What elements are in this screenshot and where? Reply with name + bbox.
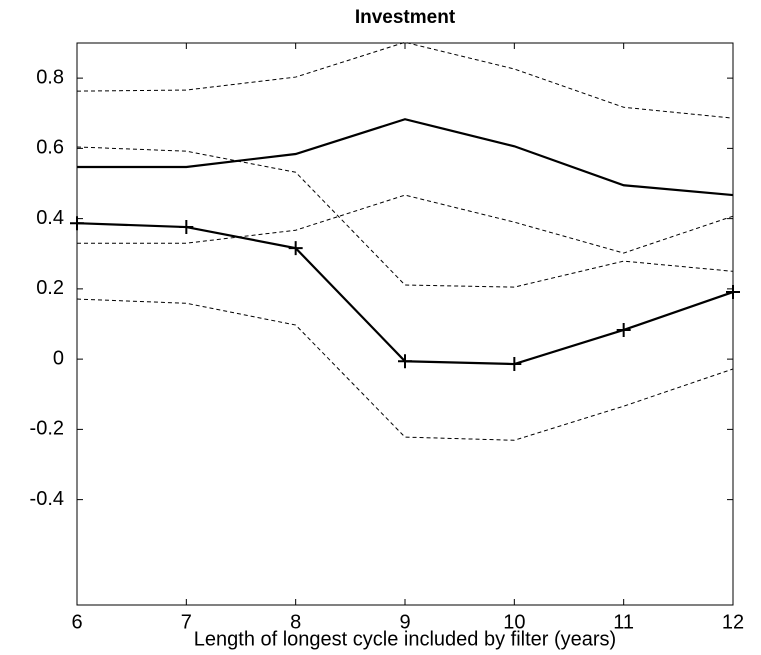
plot-frame [76, 42, 734, 606]
point-marker [507, 357, 522, 372]
y-tick-label: 0.2 [36, 277, 64, 299]
x-tick-label: 8 [290, 611, 301, 633]
x-tick-label: 9 [399, 611, 410, 633]
series-line [77, 118, 734, 197]
x-axis-label: Length of longest cycle included by filt… [194, 628, 616, 650]
x-tick-label: 6 [71, 611, 82, 633]
y-tick-label: 0.8 [36, 66, 64, 88]
y-tick-label: 0.6 [36, 137, 64, 159]
x-tick-label: 12 [722, 611, 744, 633]
series-line [76, 298, 734, 441]
x-tick-label: 11 [613, 611, 634, 633]
series-line [76, 222, 734, 366]
point-marker [398, 354, 412, 369]
series-line [77, 194, 734, 254]
point-marker [288, 241, 303, 256]
chart-title: Investment [355, 7, 456, 28]
y-tick-label: -0.4 [30, 488, 64, 510]
point-marker [726, 285, 740, 300]
point-marker [179, 220, 194, 235]
y-tick-label: 0.4 [36, 207, 64, 229]
point-marker [616, 322, 631, 337]
x-tick-label: 10 [503, 611, 525, 633]
series-line [76, 41, 734, 119]
x-tick-label: 7 [181, 611, 192, 633]
point-marker [70, 216, 84, 231]
y-tick-label: -0.2 [30, 418, 64, 440]
y-tick-label: 0 [53, 347, 64, 369]
